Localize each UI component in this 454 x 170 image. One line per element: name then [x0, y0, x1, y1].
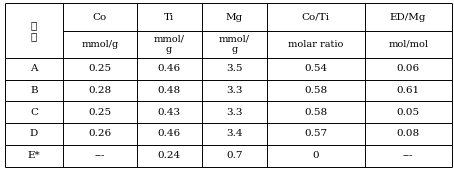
- Text: Co: Co: [93, 13, 107, 21]
- Text: mmol/
g: mmol/ g: [153, 35, 185, 54]
- Text: 0.46: 0.46: [158, 64, 181, 73]
- Text: Mg: Mg: [226, 13, 243, 21]
- Text: B: B: [30, 86, 38, 95]
- Text: 0.54: 0.54: [304, 64, 327, 73]
- Text: D: D: [30, 130, 38, 138]
- Text: mmol/
g: mmol/ g: [219, 35, 250, 54]
- Text: molar ratio: molar ratio: [288, 40, 344, 49]
- Text: A: A: [30, 64, 38, 73]
- Text: mol/mol: mol/mol: [388, 40, 428, 49]
- Text: 3.3: 3.3: [226, 108, 242, 117]
- Text: 3.5: 3.5: [226, 64, 242, 73]
- Text: 0.43: 0.43: [158, 108, 181, 117]
- Text: Co/Ti: Co/Ti: [302, 13, 330, 21]
- Text: 0.05: 0.05: [397, 108, 419, 117]
- Text: ED/Mg: ED/Mg: [390, 13, 426, 21]
- Text: 0.58: 0.58: [304, 86, 327, 95]
- Text: 0.08: 0.08: [397, 130, 419, 138]
- Text: C: C: [30, 108, 38, 117]
- Text: 0.7: 0.7: [226, 151, 242, 160]
- Text: 3.3: 3.3: [226, 86, 242, 95]
- Text: 0.28: 0.28: [89, 86, 112, 95]
- Text: 0.57: 0.57: [304, 130, 327, 138]
- Text: 0.61: 0.61: [397, 86, 419, 95]
- Text: 0.25: 0.25: [89, 64, 112, 73]
- Text: 0.46: 0.46: [158, 130, 181, 138]
- Text: Ti: Ti: [164, 13, 174, 21]
- Text: ---: ---: [94, 151, 105, 160]
- Text: 0.58: 0.58: [304, 108, 327, 117]
- Text: 0.26: 0.26: [89, 130, 112, 138]
- Text: E*: E*: [28, 151, 40, 160]
- Text: 0.24: 0.24: [158, 151, 181, 160]
- Text: mmol/g: mmol/g: [81, 40, 118, 49]
- Text: 0.48: 0.48: [158, 86, 181, 95]
- Text: 0.06: 0.06: [397, 64, 419, 73]
- Text: ---: ---: [403, 151, 414, 160]
- Text: 样
号: 样 号: [31, 20, 37, 41]
- Text: 0: 0: [312, 151, 319, 160]
- Text: 3.4: 3.4: [226, 130, 242, 138]
- Text: 0.25: 0.25: [89, 108, 112, 117]
